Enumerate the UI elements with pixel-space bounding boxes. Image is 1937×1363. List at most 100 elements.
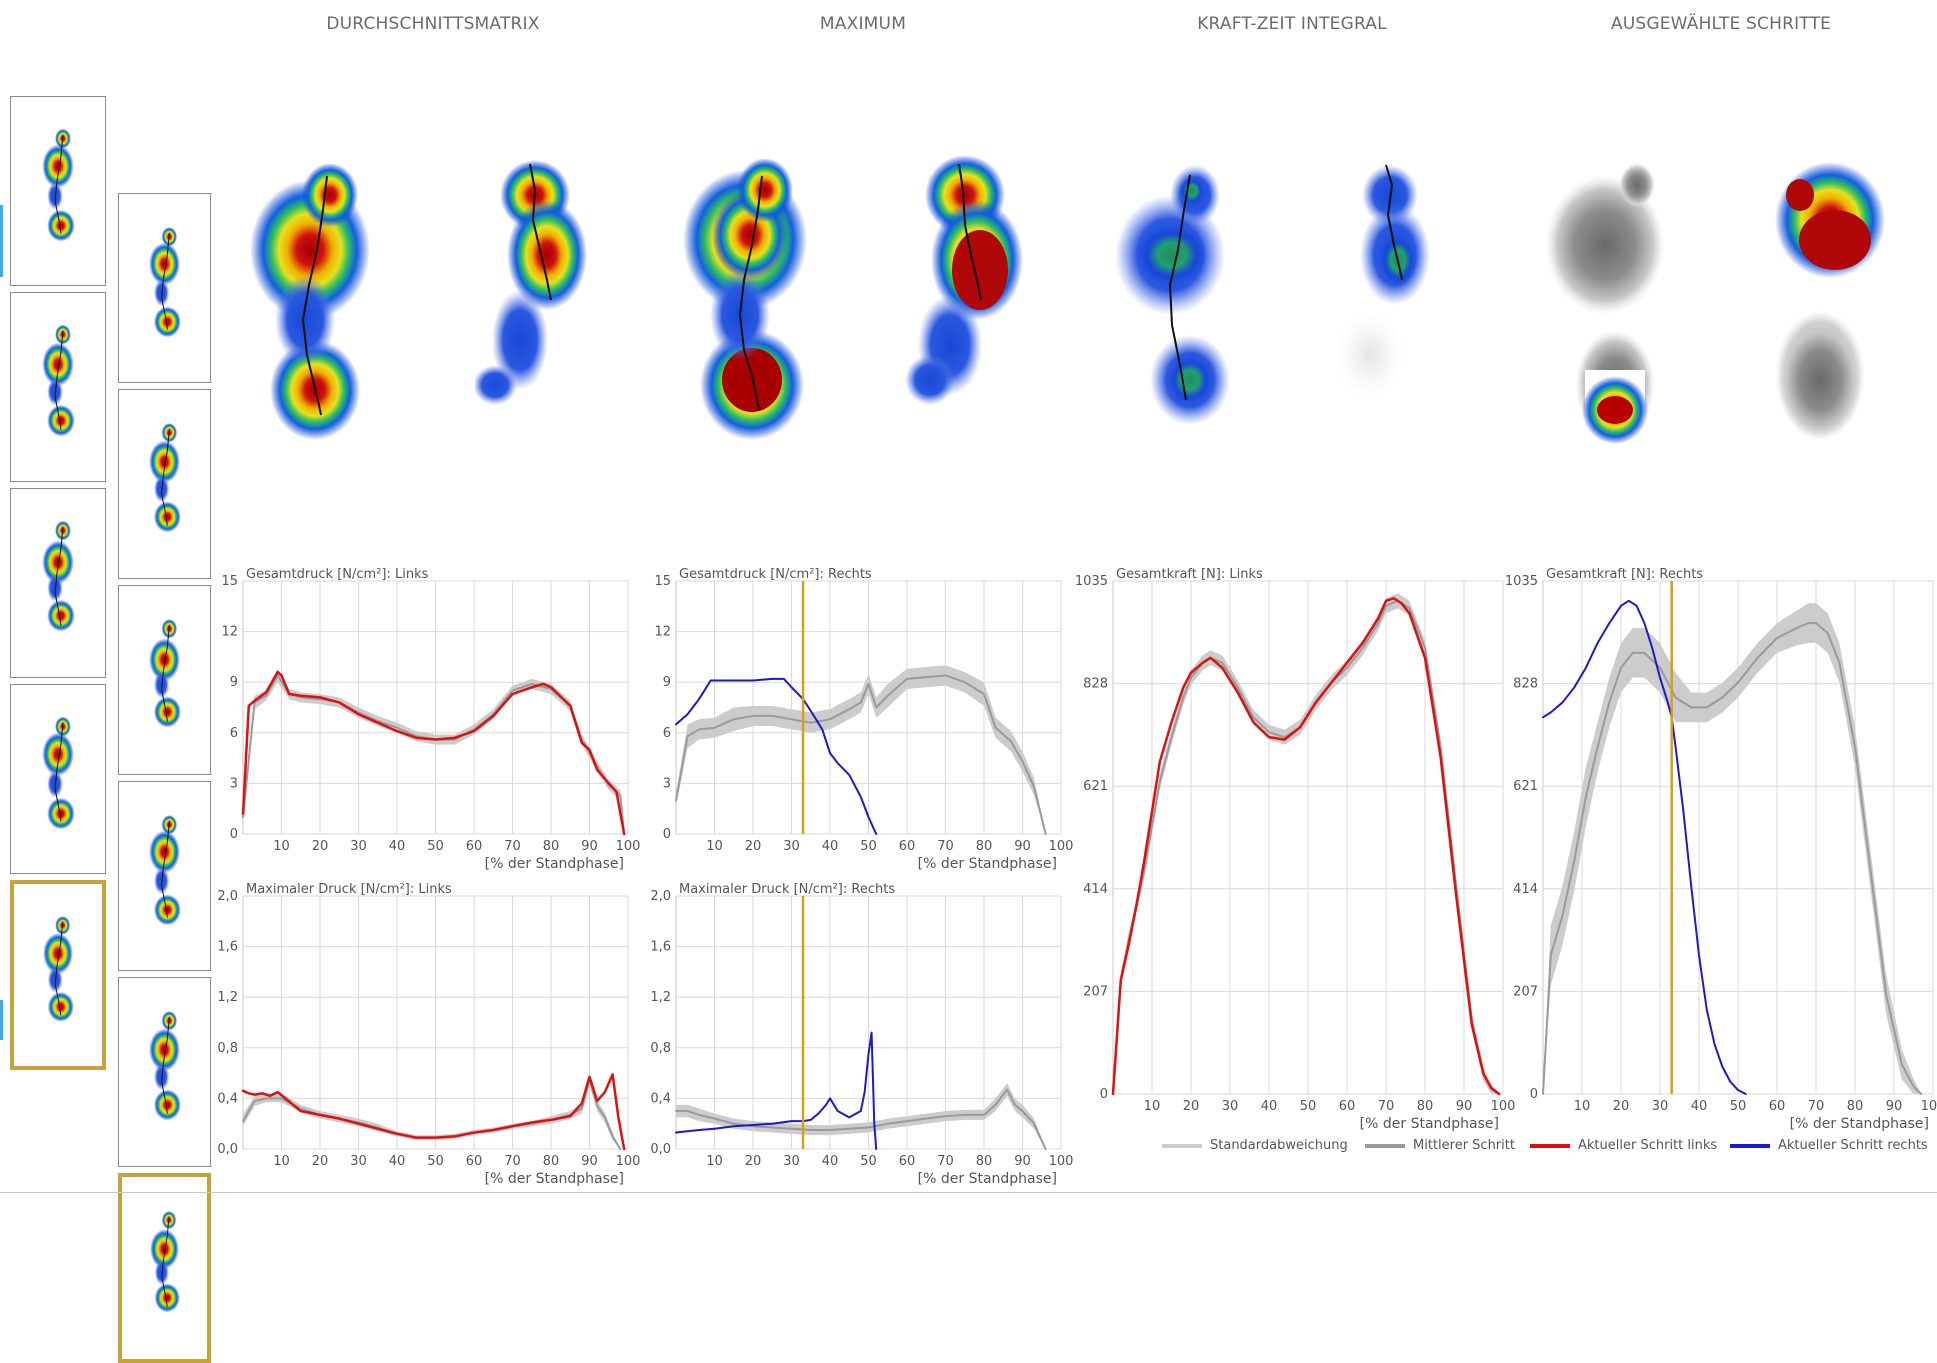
x-tick-label: 20: [1183, 1099, 1200, 1114]
stddev-band: [243, 1073, 621, 1149]
bottom-divider: [0, 1192, 1937, 1193]
sidebar-accent-bottom: [0, 1000, 3, 1040]
step-thumbnail-rechts-6[interactable]: [118, 1173, 211, 1363]
x-tick-label: 60: [466, 839, 483, 854]
y-tick-label: 828: [1513, 677, 1538, 692]
step-thumbnail-rechts-3[interactable]: [118, 585, 211, 775]
column-title-maximum: MAXIMUM: [819, 14, 907, 34]
x-tick-label: 70: [1808, 1099, 1825, 1114]
step-thumbnail-rechts-1[interactable]: [118, 193, 211, 383]
step-thumbnail-links-4[interactable]: [10, 684, 106, 874]
chart-svg-druck-links: 10 20 30 40 50 60 70 80 90 100 0 3 6 9 12 15 Gesamtdruck…: [221, 567, 641, 872]
y-tick-label: 0,8: [650, 1041, 671, 1056]
y-tick-label: 12: [221, 625, 238, 640]
mean-step-line: [1542, 622, 1923, 1095]
y-tick-label: 15: [221, 574, 238, 589]
sidebar-accent-top: [0, 205, 3, 277]
footprint-ausgewaehlt-links: [1545, 163, 1665, 450]
y-tick-label: 9: [230, 675, 238, 690]
x-tick-label: 50: [1730, 1099, 1747, 1114]
x-tick-label: 90: [1886, 1099, 1903, 1114]
footprint-integral-rechts: [1335, 164, 1430, 400]
legend-item-mean: Mittlerer Schritt: [1365, 1138, 1515, 1153]
x-tick-label: 10: [706, 839, 723, 854]
y-tick-label: 828: [1083, 677, 1108, 692]
legend-swatch-left: [1530, 1143, 1570, 1148]
y-tick-label: 0,4: [650, 1091, 671, 1106]
step-thumbnail-links-2[interactable]: [10, 292, 106, 482]
x-tick-label: 40: [822, 839, 839, 854]
x-tick-label: 100: [1921, 1099, 1937, 1114]
chart-title: Maximaler Druck [N/cm²]: Rechts: [679, 882, 895, 897]
x-tick-label: 70: [937, 839, 954, 854]
x-tick-label: 80: [1417, 1099, 1434, 1114]
x-tick-label: 50: [860, 839, 877, 854]
x-tick-label: 10: [1144, 1099, 1161, 1114]
x-tick-label: 10: [706, 1154, 723, 1169]
thumbnail-footprint: [149, 619, 181, 728]
x-tick-label: 60: [1339, 1099, 1356, 1114]
x-tick-label: 10: [273, 1154, 290, 1169]
chart-svg-maxdruck-links: 10 20 30 40 50 60 70 80 90 100 0,0 0,4 0,8 1,2 1,6 2,0 M…: [217, 882, 640, 1187]
y-tick-label: 1,6: [217, 940, 238, 955]
x-axis-label: [% der Standphase]: [485, 1171, 624, 1187]
x-tick-label: 40: [389, 839, 406, 854]
y-tick-label: 3: [230, 776, 238, 791]
y-tick-label: 207: [1083, 984, 1108, 999]
x-tick-label: 40: [389, 1154, 406, 1169]
x-axis-label: [% der Standphase]: [1790, 1116, 1929, 1132]
x-tick-label: 80: [543, 1154, 560, 1169]
step-thumbnail-rechts-4[interactable]: [118, 781, 211, 971]
y-tick-label: 0: [663, 827, 671, 842]
legend-item-left: Aktueller Schritt links: [1530, 1138, 1717, 1153]
stddev-band: [243, 668, 625, 834]
thumbnail-footprint: [42, 716, 75, 830]
step-thumbnail-rechts-2[interactable]: [118, 389, 211, 579]
mean-step-line: [675, 1088, 1047, 1150]
x-tick-label: 100: [1049, 839, 1074, 854]
footprint-maximum-rechts: [905, 155, 1023, 405]
x-tick-label: 40: [1691, 1099, 1708, 1114]
current-step-left-line: [241, 1073, 626, 1151]
chart-svg-maxdruck-rechts: 10 20 30 40 50 60 70 80 90 100 0,0 0,4 0,8 1,2 1,6 2,0 M…: [650, 882, 1073, 1187]
thumbnail-footprint: [42, 128, 75, 242]
x-tick-label: 60: [1769, 1099, 1786, 1114]
current-step-left-line: [241, 670, 626, 836]
stddev-band: [676, 1083, 1046, 1149]
x-tick-label: 90: [1014, 1154, 1031, 1169]
x-tick-label: 20: [745, 1154, 762, 1169]
x-tick-label: 30: [783, 839, 800, 854]
x-tick-label: 20: [745, 839, 762, 854]
column-title-durchschnittsmatrix: DURCHSCHNITTSMATRIX: [326, 14, 540, 34]
step-thumbnail-links-3[interactable]: [10, 488, 106, 678]
y-tick-label: 414: [1513, 882, 1538, 897]
step-thumbnail-rechts-5[interactable]: [118, 977, 211, 1167]
x-tick-label: 90: [581, 839, 598, 854]
legend-label-left: Aktueller Schritt links: [1578, 1138, 1718, 1153]
chart-svg-druck-rechts: 10 20 30 40 50 60 70 80 90 100 0 3 6 9 12 15 Gesamtdruck…: [654, 567, 1074, 872]
step-thumbnail-links-1[interactable]: [10, 96, 106, 286]
x-tick-label: 70: [504, 1154, 521, 1169]
thumbnail-footprint: [149, 423, 181, 533]
y-tick-label: 6: [230, 726, 238, 741]
thumbnail-footprint: [149, 227, 181, 338]
x-tick-label: 70: [937, 1154, 954, 1169]
x-tick-label: 100: [616, 839, 641, 854]
y-tick-label: 1,2: [650, 990, 671, 1005]
x-tick-label: 10: [273, 839, 290, 854]
x-tick-label: 40: [1261, 1099, 1278, 1114]
stddev-band: [676, 665, 1046, 834]
x-tick-label: 60: [466, 1154, 483, 1169]
y-tick-label: 0: [1530, 1087, 1538, 1102]
x-tick-label: 30: [350, 839, 367, 854]
x-tick-label: 70: [504, 839, 521, 854]
y-tick-label: 1035: [1505, 574, 1538, 589]
step-thumbnail-links-5[interactable]: [10, 880, 106, 1070]
mean-step-line: [675, 674, 1047, 835]
x-tick-label: 100: [1491, 1099, 1516, 1114]
x-tick-label: 20: [1613, 1099, 1630, 1114]
footprint-integral-links: [1115, 165, 1230, 425]
x-tick-label: 80: [976, 839, 993, 854]
x-tick-label: 80: [976, 1154, 993, 1169]
y-tick-label: 2,0: [650, 889, 671, 904]
